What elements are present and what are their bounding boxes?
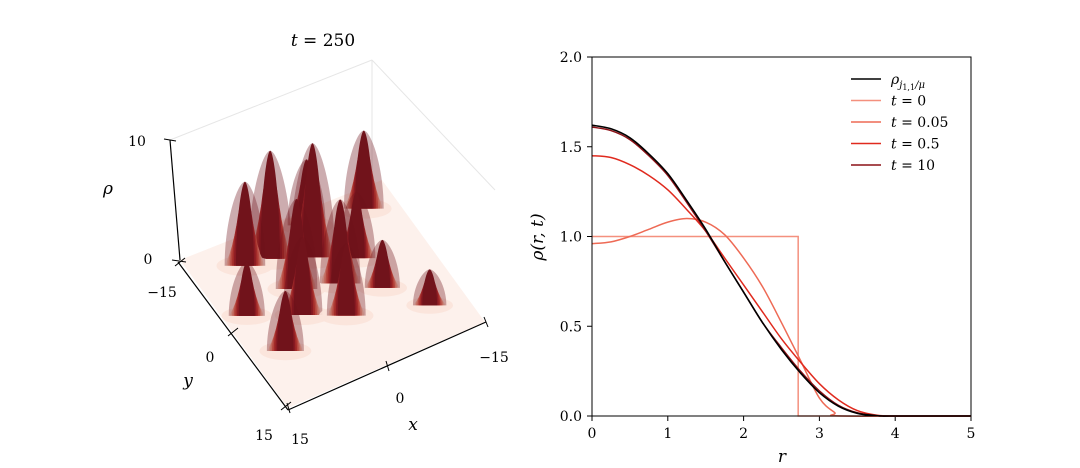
- peak-layer: [293, 237, 312, 316]
- peak-layer: [302, 143, 323, 258]
- z-axis-line: [169, 139, 181, 261]
- surface-peak: [357, 239, 407, 297]
- surface-peak: [319, 243, 374, 326]
- y-axis-label-rho: ρ(r, t): [528, 213, 548, 261]
- x-axis-label: x: [408, 415, 418, 435]
- series-line: [591, 154, 972, 417]
- y-axis-label: y: [182, 371, 193, 391]
- peak-layer: [422, 269, 438, 306]
- peak-layer: [277, 290, 294, 351]
- legend-label: t = 0.05: [891, 115, 948, 131]
- x-tick-label: 4: [891, 426, 900, 442]
- peak-layer: [374, 239, 391, 288]
- legend-label: t = 0: [891, 94, 926, 110]
- peak-shell: [326, 243, 366, 316]
- peak-layer: [235, 181, 254, 266]
- y-tick-label-15: 15: [255, 428, 273, 444]
- x-tick-label-0: 0: [396, 391, 405, 407]
- peak-shell: [228, 261, 265, 316]
- legend-label: t = 0.5: [891, 137, 940, 153]
- y-tick-label: 1.5: [560, 140, 582, 156]
- x-tick-label: 1: [663, 426, 672, 442]
- line-plot: 0 1 2 3 4 5 0.0 0.5 1.0 1.5 2.0 r ρ(r, t) ρj1,1/μ t…: [528, 50, 975, 467]
- peak-shell: [343, 130, 384, 209]
- back-panes: [169, 59, 496, 191]
- x-tick-label: 0: [588, 426, 597, 442]
- y-tick-label: 0.0: [560, 409, 582, 425]
- peak-shell: [224, 181, 266, 266]
- x-tick-label: 5: [967, 426, 976, 442]
- peak-layer: [347, 192, 365, 259]
- x-axis-label-r: r: [778, 447, 787, 467]
- surface-peaks: [216, 130, 454, 361]
- y-tick-neg15: [174, 257, 186, 267]
- y-tick-label-neg15: −15: [147, 285, 177, 301]
- surface-peak: [216, 181, 274, 276]
- plot-frame: [591, 56, 972, 417]
- peak-shell: [364, 239, 400, 288]
- surface-peak: [221, 261, 273, 325]
- peak-layer: [238, 261, 255, 316]
- y-tick-label: 0.5: [560, 319, 582, 335]
- y-tick-15: [280, 401, 292, 411]
- surface-title-var: t: [291, 31, 298, 51]
- z-axis-label: ρ: [102, 179, 113, 199]
- z-tick-0: [171, 259, 187, 263]
- legend: ρj1,1/μ t = 0 t = 0.05 t = 0.5 t = 10: [851, 72, 948, 174]
- peak-layer: [355, 130, 373, 209]
- y-tick-label: 2.0: [560, 50, 582, 66]
- legend-label: t = 10: [891, 158, 935, 174]
- peak-shell: [266, 290, 304, 351]
- surface-peak: [259, 290, 312, 361]
- peak-shell: [282, 237, 323, 316]
- x-tick-label: 3: [815, 426, 824, 442]
- series-line: [592, 235, 971, 417]
- y-axis-line: [177, 261, 289, 411]
- peak-layer: [337, 243, 355, 316]
- y-tick-label: 1.0: [560, 230, 582, 246]
- x-tick-0: [385, 360, 390, 372]
- surface-peak: [336, 130, 392, 219]
- surface-peak: [406, 269, 454, 314]
- x-tick-label-15: 15: [291, 432, 309, 448]
- y-tick-0: [227, 327, 239, 337]
- peak-shell: [412, 269, 447, 306]
- z-tick-label-0: 0: [144, 252, 153, 268]
- surface-title-value: 250: [323, 31, 355, 51]
- z-tick-label-10: 10: [128, 134, 146, 150]
- peak-layer: [260, 150, 280, 259]
- surface-title: t = 250: [291, 31, 355, 51]
- peak-shell: [248, 150, 293, 259]
- legend-label: ρj1,1/μ: [890, 72, 925, 92]
- x-tick-label-neg15: −15: [479, 350, 509, 366]
- z-tick-10: [163, 138, 177, 142]
- y-tick-label-0: 0: [206, 350, 215, 366]
- series-line: [591, 217, 972, 418]
- surface-peak: [311, 199, 369, 294]
- x-tick-15: [286, 402, 291, 414]
- surface-plot: t = 250 0 10 ρ −15 0 15 y 15 0 −1: [102, 31, 509, 448]
- plot-axes: 0 1 2 3 4 5 0.0 0.5 1.0 1.5 2.0: [560, 50, 976, 442]
- x-tick-neg15: [483, 316, 489, 328]
- x-tick-label: 2: [739, 426, 748, 442]
